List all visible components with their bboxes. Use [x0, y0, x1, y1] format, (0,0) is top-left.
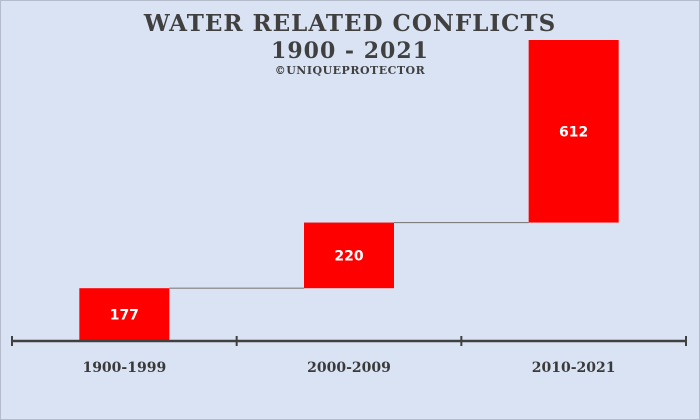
chart-subtitle: 1900 - 2021 [271, 38, 429, 64]
category-label: 1900-1999 [82, 360, 166, 376]
data-label: 220 [334, 248, 363, 264]
bar-1900-1999 [79, 288, 170, 341]
chart-title: WATER RELATED CONFLICTS [143, 10, 557, 37]
bar-2000-2009 [304, 222, 394, 289]
bar-2010-2021 [528, 40, 619, 223]
data-label: 177 [110, 308, 139, 324]
category-label: 2010-2021 [532, 360, 616, 376]
category-label: 2000-2009 [307, 360, 391, 376]
data-label: 612 [559, 124, 588, 140]
chart-credit: ©UNIQUEPROTECTOR [274, 64, 426, 77]
